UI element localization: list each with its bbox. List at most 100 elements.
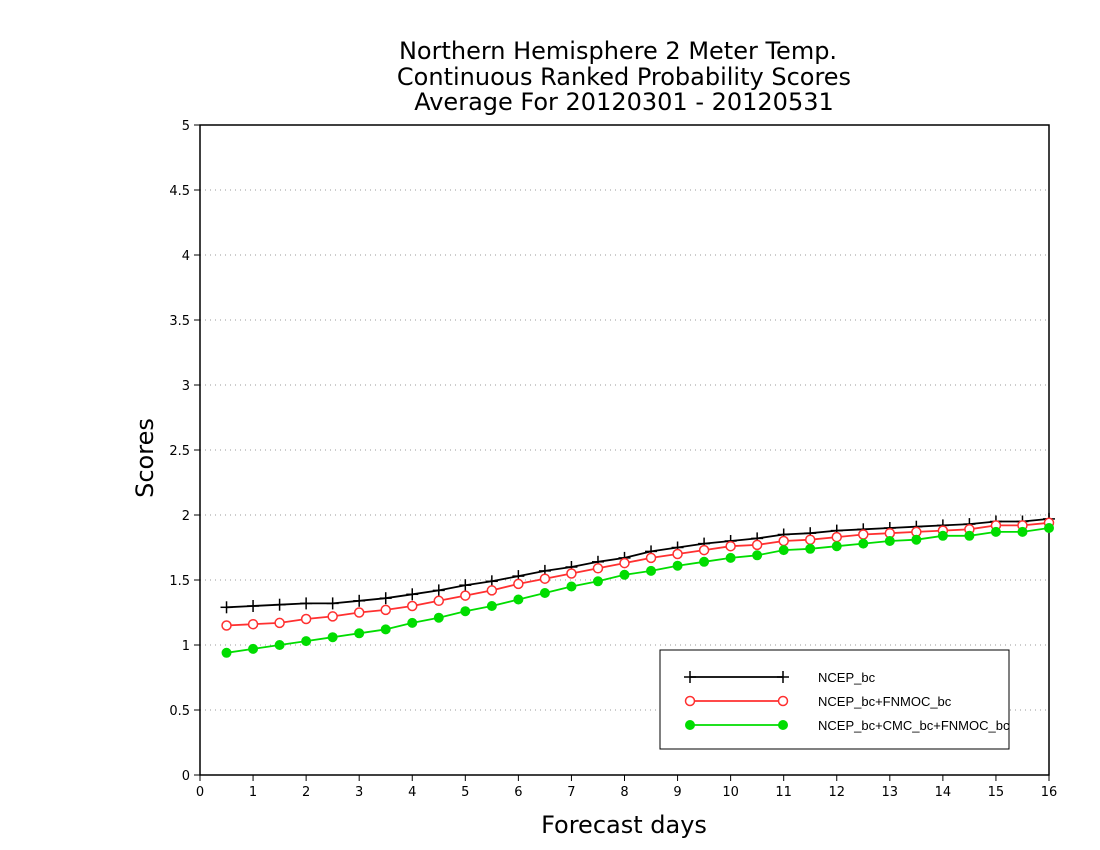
y-tick-label: 1	[182, 639, 190, 654]
chart-title-line-3: Average For 20120301 - 20120531	[414, 88, 834, 116]
x-tick-label: 6	[514, 785, 522, 800]
series-2-point	[699, 556, 710, 567]
legend-entry-2: NCEP_bc+CMC_bc+FNMOC_bc	[685, 718, 1010, 733]
x-tick-label: 10	[722, 785, 739, 800]
series-1-point	[672, 548, 683, 560]
x-tick-label: 15	[988, 785, 1005, 800]
legend-marker-end	[777, 695, 789, 707]
x-tick-label: 16	[1041, 785, 1058, 800]
x-tick-label: 13	[882, 785, 899, 800]
series-2-point	[433, 612, 444, 623]
series-2-point	[725, 552, 736, 563]
series-0-point	[326, 597, 339, 610]
legend-marker-end	[777, 671, 789, 683]
series-2-point	[964, 530, 975, 541]
legend-marker-start	[684, 671, 696, 683]
legend-label: NCEP_bc+CMC_bc+FNMOC_bc	[818, 718, 1010, 733]
series-2-point	[672, 560, 683, 571]
series-2-point	[513, 594, 524, 605]
series-2-point	[380, 624, 391, 635]
legend-label: NCEP_bc+FNMOC_bc	[818, 694, 952, 709]
series-1-point	[645, 552, 657, 564]
x-tick-label: 9	[673, 785, 681, 800]
grid-lines	[200, 189, 1049, 711]
axis-ticks: 00.511.522.533.544.550 1 2 3 4 5 6 7 8 9 10 11 12 13 1…	[169, 119, 1057, 800]
legend-marker-start	[684, 695, 696, 707]
y-tick-label: 4.5	[169, 184, 190, 199]
x-tick-label: 14	[935, 785, 952, 800]
series-0	[220, 512, 1055, 614]
x-tick-label: 12	[828, 785, 845, 800]
series-2-point	[619, 569, 630, 580]
chart-title-line-2: Continuous Ranked Probability Scores	[397, 63, 851, 91]
series-1-point	[513, 578, 524, 590]
series-2-point	[752, 550, 763, 561]
series-1-point	[433, 595, 445, 607]
legend-box	[659, 649, 1010, 750]
legend: NCEP_bc NCEP_bc+FNMOC_bc NCEP_bc+CMC_bc+FN…	[659, 649, 1010, 750]
y-tick-label: 3	[182, 379, 190, 394]
y-axis-label: Scores	[131, 418, 159, 498]
series-2-point	[354, 628, 365, 639]
series-1-point	[327, 611, 338, 622]
series-0-point	[432, 584, 445, 597]
series-2-point	[327, 632, 338, 643]
y-tick-label: 4	[182, 249, 190, 264]
x-tick-label: 11	[775, 785, 792, 800]
series-0-point	[379, 592, 392, 605]
series-0-point	[247, 600, 260, 612]
x-axis-label: Forecast days	[541, 811, 707, 839]
series-2-line	[226, 527, 1050, 654]
x-tick-label: 4	[408, 785, 416, 800]
series-1-point	[566, 568, 577, 579]
series-0-point	[273, 598, 286, 611]
series-2-point	[937, 530, 948, 541]
legend-entry-1: NCEP_bc+FNMOC_bc	[684, 694, 952, 709]
series-2-point	[646, 565, 657, 576]
series-1-point	[804, 534, 816, 545]
x-tick-label: 1	[249, 785, 257, 800]
y-tick-label: 3.5	[169, 314, 190, 329]
y-tick-label: 0.5	[169, 704, 190, 719]
series-2-point	[884, 536, 895, 546]
chart-title-line-1: Northern Hemisphere 2 Meter Temp.	[399, 37, 837, 65]
series-1-point	[274, 617, 285, 629]
y-tick-label: 1.5	[169, 574, 190, 589]
y-tick-label: 2	[182, 509, 190, 524]
series-2-point	[1017, 526, 1028, 537]
series-layer	[220, 512, 1055, 658]
series-1-point	[619, 557, 630, 569]
series-1-point	[353, 607, 365, 618]
series-2-point	[1044, 523, 1054, 533]
series-0-point	[220, 601, 233, 614]
series-2-point	[911, 534, 922, 545]
legend-marker-end	[778, 720, 788, 730]
series-2	[221, 523, 1054, 658]
series-2-point	[990, 526, 1001, 537]
series-0-point	[353, 594, 366, 607]
series-1-point	[858, 529, 869, 540]
series-1-point	[831, 531, 842, 543]
series-1-point	[380, 604, 391, 616]
series-2-point	[566, 581, 577, 592]
x-tick-label: 5	[461, 785, 469, 800]
series-0-point	[300, 597, 313, 610]
x-tick-label: 2	[302, 785, 310, 800]
series-1-point	[539, 573, 551, 584]
series-2-point	[301, 636, 312, 647]
legend-entry-0: NCEP_bc	[684, 670, 876, 685]
series-2-point	[407, 617, 418, 628]
series-2-point	[858, 538, 869, 549]
series-2-point	[592, 576, 603, 587]
series-1-point	[407, 600, 418, 612]
x-tick-label: 7	[567, 785, 575, 800]
series-0-point	[459, 579, 472, 592]
series-2-point	[274, 640, 285, 650]
x-tick-label: 3	[355, 785, 363, 800]
series-1-point	[486, 585, 498, 596]
legend-label: NCEP_bc	[818, 670, 876, 685]
series-1-point	[725, 540, 736, 552]
y-tick-label: 2.5	[169, 444, 190, 459]
x-tick-label: 8	[620, 785, 628, 800]
